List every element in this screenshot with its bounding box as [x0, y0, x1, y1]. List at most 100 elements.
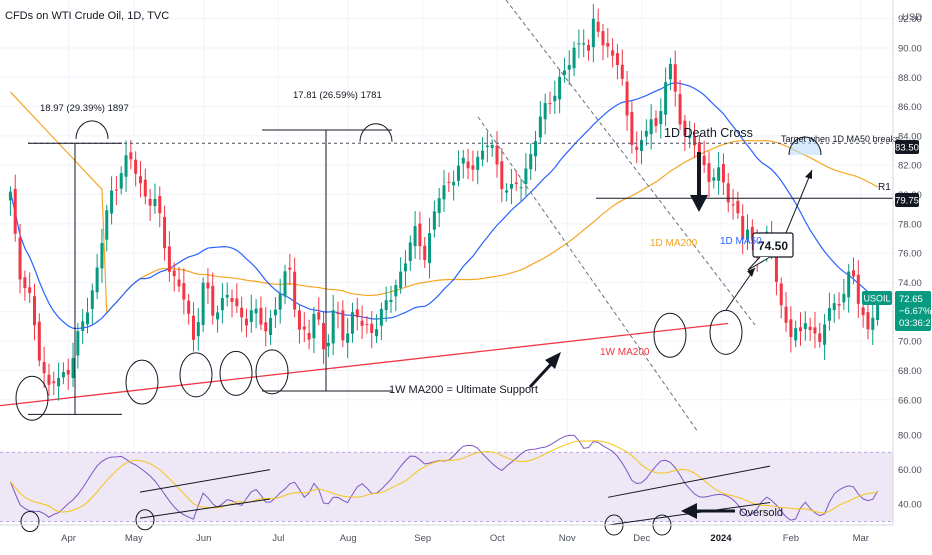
- candle-body: [461, 157, 465, 164]
- rsi-scale[interactable]: 40.00 60.00 80.00: [898, 431, 922, 511]
- candle-body: [13, 188, 17, 234]
- ma200-line: [9, 91, 878, 315]
- low-circle: [219, 350, 253, 396]
- candle-body: [129, 152, 133, 160]
- price-tick-label: 78.00: [898, 219, 922, 230]
- candle-body: [731, 204, 735, 206]
- candle-body: [71, 357, 75, 379]
- candle-body: [673, 64, 677, 92]
- candle-body: [524, 168, 528, 184]
- candle-body: [244, 318, 248, 326]
- candle-body: [211, 285, 215, 316]
- candle-body: [134, 159, 138, 174]
- callout-value: 74.50: [758, 239, 788, 253]
- death-cross-arrow-head: [690, 195, 708, 212]
- candle-body: [567, 64, 571, 70]
- candle-body: [803, 323, 807, 330]
- candle-body: [697, 142, 701, 153]
- candle-body: [529, 154, 533, 170]
- rsi-ma-line: [10, 440, 878, 514]
- candle-body: [847, 271, 851, 298]
- candle-body: [350, 312, 354, 334]
- candle-body: [683, 120, 687, 136]
- candle-body: [360, 320, 364, 326]
- ma50-line: [9, 82, 878, 330]
- price-tick-label: 84.00: [898, 131, 922, 142]
- moving-averages: [0, 82, 878, 407]
- candle-body: [842, 293, 846, 303]
- candle-body: [577, 43, 581, 45]
- candle-body: [442, 185, 446, 200]
- candle-body: [741, 216, 745, 240]
- time-tick-label: Aug: [340, 533, 357, 544]
- candle-body: [399, 271, 403, 289]
- candle-body: [808, 326, 812, 331]
- candle-body: [640, 139, 644, 151]
- candle-body: [158, 196, 162, 214]
- price-tick-label: 74.00: [898, 278, 922, 289]
- change-text: −6.67%: [899, 306, 932, 317]
- rsi-tick-label: 40.00: [898, 500, 922, 511]
- w200-label: 1W MA200: [600, 347, 650, 358]
- candle-body: [774, 246, 778, 282]
- candle-body: [191, 315, 195, 340]
- projection-leg1: [725, 267, 756, 311]
- candle-body: [81, 321, 85, 331]
- support-label: 1W MA200 = Ultimate Support: [389, 384, 538, 396]
- candle-body: [750, 226, 754, 239]
- candle-body: [712, 177, 716, 181]
- r1-price-text: 79.75: [895, 196, 919, 207]
- candle-body: [297, 310, 301, 330]
- candle-body: [403, 263, 407, 272]
- time-tick-label: Jun: [196, 533, 211, 544]
- rsi-tick-label: 80.00: [898, 431, 922, 442]
- candle-body: [659, 111, 663, 125]
- candle-body: [119, 173, 123, 189]
- candle-body: [827, 308, 831, 321]
- candle-body: [871, 317, 875, 330]
- candle-body: [784, 306, 788, 323]
- candle-body: [196, 322, 200, 337]
- candle-body: [668, 63, 672, 80]
- candle-body: [259, 307, 263, 325]
- candle-body: [789, 319, 793, 338]
- time-tick-label: May: [125, 533, 143, 544]
- candle-body: [481, 150, 485, 160]
- candle-body: [572, 47, 576, 69]
- candle-body: [693, 135, 697, 146]
- candle-body: [447, 181, 451, 183]
- candle-body: [375, 329, 379, 337]
- price-tick-label: 70.00: [898, 337, 922, 348]
- candle-body: [413, 226, 417, 247]
- candle-body: [717, 167, 721, 181]
- candle-body: [52, 381, 56, 384]
- candle-body: [558, 76, 562, 100]
- candle-body: [235, 298, 239, 307]
- candle-body: [534, 141, 538, 157]
- candle-body: [490, 144, 494, 148]
- candle-body: [509, 183, 513, 189]
- candle-body: [794, 328, 798, 341]
- candle-body: [702, 155, 706, 165]
- candle-body: [596, 21, 600, 32]
- candle-body: [726, 183, 730, 203]
- projection-head1: [747, 268, 755, 277]
- candle-body: [813, 327, 817, 334]
- candle-body: [476, 156, 480, 170]
- candle-body: [177, 279, 181, 287]
- candle-body: [861, 307, 865, 316]
- low-circle: [255, 349, 289, 395]
- grid: [0, 0, 893, 525]
- candle-body: [418, 223, 422, 247]
- candle-body: [264, 322, 268, 332]
- candle-body: [818, 333, 822, 343]
- candle-body: [630, 111, 634, 145]
- symbol-text: USOIL: [863, 294, 890, 304]
- time-axis[interactable]: Apr May Jun Jul Aug Sep Oct Nov Dec 2024 Feb Mar: [61, 533, 869, 544]
- channel-lower: [477, 116, 698, 431]
- candle-body: [317, 312, 321, 320]
- candle-body: [688, 135, 692, 139]
- candle-body: [519, 187, 523, 189]
- candle-body: [148, 198, 152, 206]
